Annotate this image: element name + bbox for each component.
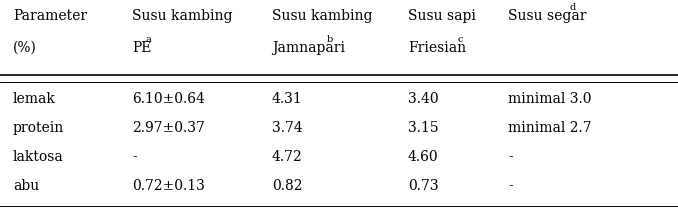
- Text: abu: abu: [13, 179, 39, 193]
- Text: c: c: [457, 35, 462, 44]
- Text: protein: protein: [13, 121, 64, 135]
- Text: Parameter: Parameter: [13, 9, 87, 23]
- Text: Susu sapi: Susu sapi: [408, 9, 476, 23]
- Text: Susu kambing: Susu kambing: [272, 9, 372, 23]
- Text: (%): (%): [13, 41, 37, 55]
- Text: 3.40: 3.40: [408, 92, 439, 106]
- Text: d: d: [569, 3, 575, 12]
- Text: laktosa: laktosa: [13, 150, 64, 164]
- Text: 4.72: 4.72: [272, 150, 303, 164]
- Text: -: -: [132, 150, 137, 164]
- Text: 3.15: 3.15: [408, 121, 439, 135]
- Text: a: a: [145, 35, 151, 44]
- Text: b: b: [327, 35, 334, 44]
- Text: 4.31: 4.31: [272, 92, 303, 106]
- Text: 0.73: 0.73: [408, 179, 439, 193]
- Text: Susu kambing: Susu kambing: [132, 9, 233, 23]
- Text: 4.60: 4.60: [408, 150, 439, 164]
- Text: Friesian: Friesian: [408, 41, 466, 55]
- Text: 3.74: 3.74: [272, 121, 303, 135]
- Text: PE: PE: [132, 41, 151, 55]
- Text: 2.97±0.37: 2.97±0.37: [132, 121, 205, 135]
- Text: -: -: [508, 179, 513, 193]
- Text: Susu segar: Susu segar: [508, 9, 586, 23]
- Text: Jamnapari: Jamnapari: [272, 41, 345, 55]
- Text: -: -: [508, 150, 513, 164]
- Text: 0.72±0.13: 0.72±0.13: [132, 179, 205, 193]
- Text: minimal 3.0: minimal 3.0: [508, 92, 591, 106]
- Text: 0.82: 0.82: [272, 179, 302, 193]
- Text: lemak: lemak: [13, 92, 56, 106]
- Text: minimal 2.7: minimal 2.7: [508, 121, 592, 135]
- Text: 6.10±0.64: 6.10±0.64: [132, 92, 205, 106]
